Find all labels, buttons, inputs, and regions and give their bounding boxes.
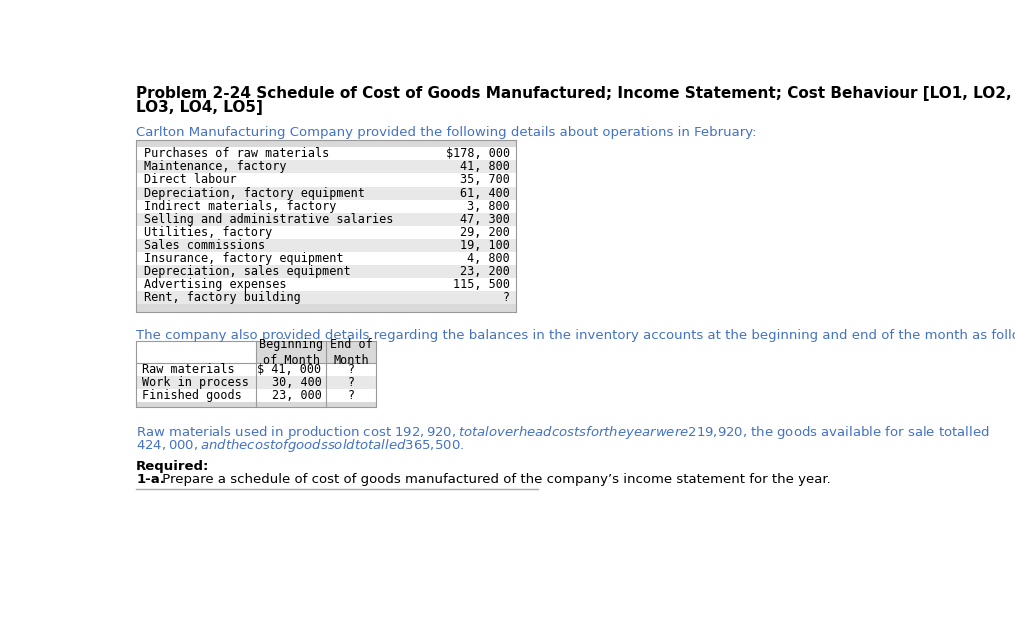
Bar xyxy=(136,341,377,407)
Bar xyxy=(136,291,516,305)
Text: ?: ? xyxy=(348,389,355,402)
Bar xyxy=(136,278,516,291)
Text: 47, 300: 47, 300 xyxy=(460,213,510,226)
Bar xyxy=(257,341,377,363)
Text: 61, 400: 61, 400 xyxy=(460,187,510,200)
Bar xyxy=(136,140,516,147)
Text: Sales commissions: Sales commissions xyxy=(144,239,265,252)
Bar xyxy=(136,187,516,200)
Text: Depreciation, sales equipment: Depreciation, sales equipment xyxy=(144,265,350,278)
Text: Finished goods: Finished goods xyxy=(142,389,243,402)
Text: Beginning
of Month: Beginning of Month xyxy=(259,338,323,366)
Bar xyxy=(136,173,516,187)
Text: 41, 800: 41, 800 xyxy=(460,160,510,173)
Text: 1-a.: 1-a. xyxy=(136,473,165,486)
Text: $424,000, and the cost of goods sold totalled $365,500.: $424,000, and the cost of goods sold tot… xyxy=(136,437,465,454)
Bar xyxy=(136,226,516,239)
Text: Insurance, factory equipment: Insurance, factory equipment xyxy=(144,252,343,265)
Bar xyxy=(136,305,516,312)
Bar xyxy=(136,147,516,160)
Text: 30, 400: 30, 400 xyxy=(272,376,322,389)
Bar xyxy=(136,213,516,226)
Bar xyxy=(136,239,516,252)
Text: Prepare a schedule of cost of goods manufactured of the company’s income stateme: Prepare a schedule of cost of goods manu… xyxy=(158,473,830,486)
Text: Depreciation, factory equipment: Depreciation, factory equipment xyxy=(144,187,364,200)
Text: Carlton Manufacturing Company provided the following details about operations in: Carlton Manufacturing Company provided t… xyxy=(136,125,756,139)
Text: 4, 800: 4, 800 xyxy=(467,252,510,265)
Text: Rent, factory building: Rent, factory building xyxy=(144,291,300,305)
Text: Raw materials: Raw materials xyxy=(142,363,235,376)
Text: Raw materials used in production cost $192,920, total overhead costs for the yea: Raw materials used in production cost $1… xyxy=(136,424,990,441)
Text: $ 41, 000: $ 41, 000 xyxy=(257,363,322,376)
Text: Selling and administrative salaries: Selling and administrative salaries xyxy=(144,213,393,226)
Bar xyxy=(136,160,516,173)
Text: The company also provided details regarding the balances in the inventory accoun: The company also provided details regard… xyxy=(136,329,1015,342)
Text: Purchases of raw materials: Purchases of raw materials xyxy=(144,147,329,160)
Text: Indirect materials, factory: Indirect materials, factory xyxy=(144,200,336,213)
Text: Direct labour: Direct labour xyxy=(144,173,236,187)
Text: End of
Month: End of Month xyxy=(330,338,373,366)
Text: ?: ? xyxy=(348,363,355,376)
Text: Maintenance, factory: Maintenance, factory xyxy=(144,160,286,173)
Text: Work in process: Work in process xyxy=(142,376,250,389)
Bar xyxy=(136,389,377,402)
Text: 19, 100: 19, 100 xyxy=(460,239,510,252)
Text: 23, 200: 23, 200 xyxy=(460,265,510,278)
Text: $178, 000: $178, 000 xyxy=(446,147,510,160)
Text: ?: ? xyxy=(502,291,510,305)
Bar xyxy=(136,402,377,407)
Bar xyxy=(136,200,516,213)
Text: 115, 500: 115, 500 xyxy=(453,278,510,291)
Text: 35, 700: 35, 700 xyxy=(460,173,510,187)
Text: Problem 2-24 Schedule of Cost of Goods Manufactured; Income Statement; Cost Beha: Problem 2-24 Schedule of Cost of Goods M… xyxy=(136,85,1012,100)
Bar xyxy=(136,252,516,265)
Text: 23, 000: 23, 000 xyxy=(272,389,322,402)
Text: Advertising expenses: Advertising expenses xyxy=(144,278,286,291)
Text: Required:: Required: xyxy=(136,460,209,473)
Bar xyxy=(136,376,377,389)
Text: LO3, LO4, LO5]: LO3, LO4, LO5] xyxy=(136,99,263,115)
Text: ?: ? xyxy=(348,376,355,389)
Bar xyxy=(136,265,516,278)
Text: 3, 800: 3, 800 xyxy=(467,200,510,213)
Bar xyxy=(136,363,377,376)
Text: 29, 200: 29, 200 xyxy=(460,226,510,239)
Text: Utilities, factory: Utilities, factory xyxy=(144,226,272,239)
